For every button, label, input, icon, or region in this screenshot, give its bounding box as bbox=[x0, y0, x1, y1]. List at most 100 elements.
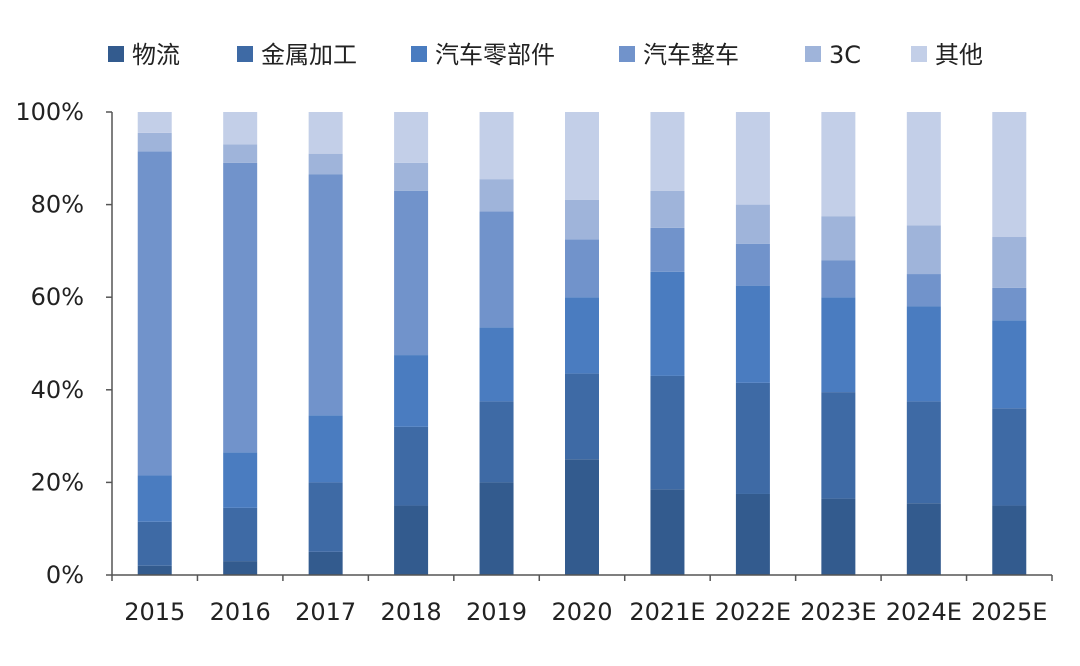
x-tick-label: 2018 bbox=[381, 598, 442, 626]
bar-segment bbox=[479, 179, 514, 212]
legend-label: 3C bbox=[829, 41, 861, 69]
legend: 物流 金属加工 汽车零部件 汽车整车 3C 其他 bbox=[108, 41, 983, 69]
bar-segment bbox=[394, 426, 429, 506]
legend-swatch bbox=[237, 46, 253, 62]
bar-segment bbox=[308, 112, 343, 154]
y-tick-label: 0% bbox=[46, 561, 84, 589]
bar-segment bbox=[821, 216, 856, 261]
bar-segment bbox=[394, 112, 429, 163]
x-tick-label: 2019 bbox=[466, 598, 527, 626]
bar-segment bbox=[650, 375, 685, 490]
y-tick-label: 100% bbox=[15, 98, 84, 126]
bar-segment bbox=[650, 489, 685, 575]
bar-segment bbox=[394, 355, 429, 427]
x-tick-label: 2021E bbox=[629, 598, 705, 626]
bar-stack-2015 bbox=[137, 112, 172, 575]
bar-segment bbox=[137, 565, 172, 575]
bar-segment bbox=[821, 498, 856, 575]
bar-segment bbox=[906, 225, 941, 275]
legend-item: 汽车整车 bbox=[619, 41, 739, 69]
legend-item: 其他 bbox=[911, 41, 983, 69]
x-tick-label: 2016 bbox=[210, 598, 271, 626]
bar-segment bbox=[650, 227, 685, 272]
bar-stack-2025E bbox=[992, 112, 1027, 575]
bar-segment bbox=[650, 190, 685, 228]
bar-segment bbox=[992, 112, 1027, 238]
bar-segment bbox=[735, 382, 770, 494]
bar-segment bbox=[308, 174, 343, 416]
bar-stack-2017 bbox=[308, 112, 343, 575]
y-tick-label: 60% bbox=[31, 283, 84, 311]
bar-stack-2023E bbox=[821, 112, 856, 575]
bar-segment bbox=[821, 112, 856, 217]
bar-segment bbox=[479, 211, 514, 328]
bar-segment bbox=[308, 551, 343, 575]
x-tick-label: 2025E bbox=[971, 598, 1047, 626]
bar-segment bbox=[992, 408, 1027, 506]
legend-swatch bbox=[619, 46, 635, 62]
bar-segment bbox=[565, 112, 599, 200]
bar-segment bbox=[906, 306, 941, 402]
bar-stack-2016 bbox=[223, 112, 258, 575]
x-tick-label: 2023E bbox=[800, 598, 876, 626]
bar-segment bbox=[223, 507, 258, 562]
bar-segment bbox=[992, 505, 1027, 575]
bar-segment bbox=[821, 297, 856, 393]
bar-segment bbox=[308, 415, 343, 483]
bar-segment bbox=[906, 401, 941, 504]
bar-segment bbox=[394, 190, 429, 356]
bar-segment bbox=[650, 112, 685, 191]
y-tick-label: 20% bbox=[31, 468, 84, 496]
legend-label: 金属加工 bbox=[261, 41, 357, 69]
legend-label: 物流 bbox=[132, 41, 180, 69]
bar-segment bbox=[992, 287, 1027, 321]
bar-segment bbox=[479, 482, 514, 575]
bar-segment bbox=[735, 285, 770, 383]
bar-segment bbox=[565, 459, 599, 575]
bar-segment bbox=[137, 112, 172, 133]
bar-segment bbox=[650, 271, 685, 376]
bar-segment bbox=[565, 199, 599, 240]
x-tick-label: 2022E bbox=[715, 598, 791, 626]
x-tick-label: 2024E bbox=[886, 598, 962, 626]
bar-segment bbox=[479, 112, 514, 180]
bar-stack-2021E bbox=[650, 112, 685, 575]
bar-segment bbox=[565, 297, 599, 374]
y-axis: 0% 20% 40% 60% 80% 100% bbox=[15, 98, 113, 589]
legend-item: 物流 bbox=[108, 41, 180, 69]
legend-label: 其他 bbox=[935, 41, 983, 69]
x-axis: 2015 2016 2017 2018 2019 2020 2021E 2022E 2023E 2… bbox=[111, 574, 1053, 626]
bar-segment bbox=[906, 274, 941, 307]
bar-stack-2022E bbox=[735, 112, 770, 575]
bar-segment bbox=[565, 373, 599, 460]
legend-swatch bbox=[411, 46, 427, 62]
legend-item: 汽车零部件 bbox=[411, 41, 555, 69]
bar-stack-2019 bbox=[479, 112, 514, 575]
bar-segment bbox=[992, 320, 1027, 409]
bar-segment bbox=[821, 260, 856, 298]
bar-segment bbox=[137, 521, 172, 566]
bar-segment bbox=[735, 243, 770, 286]
bar-segment bbox=[137, 475, 172, 522]
bar-segment bbox=[735, 112, 770, 205]
bar-segment bbox=[223, 452, 258, 508]
bar-segment bbox=[394, 162, 429, 191]
bar-segment bbox=[308, 153, 343, 175]
bar-segment bbox=[223, 144, 258, 163]
bar-stack-2018 bbox=[394, 112, 429, 575]
legend-swatch bbox=[911, 46, 927, 62]
legend-label: 汽车整车 bbox=[643, 41, 739, 69]
bar-segment bbox=[137, 151, 172, 476]
bars bbox=[137, 112, 1027, 575]
legend-item: 3C bbox=[805, 41, 861, 69]
y-tick-label: 40% bbox=[31, 376, 84, 404]
bar-segment bbox=[223, 112, 258, 145]
x-tick-label: 2015 bbox=[124, 598, 185, 626]
bar-segment bbox=[394, 505, 429, 575]
bar-segment bbox=[479, 401, 514, 483]
x-tick-label: 2017 bbox=[295, 598, 356, 626]
legend-item: 金属加工 bbox=[237, 41, 357, 69]
bar-segment bbox=[479, 327, 514, 402]
bar-segment bbox=[821, 392, 856, 499]
